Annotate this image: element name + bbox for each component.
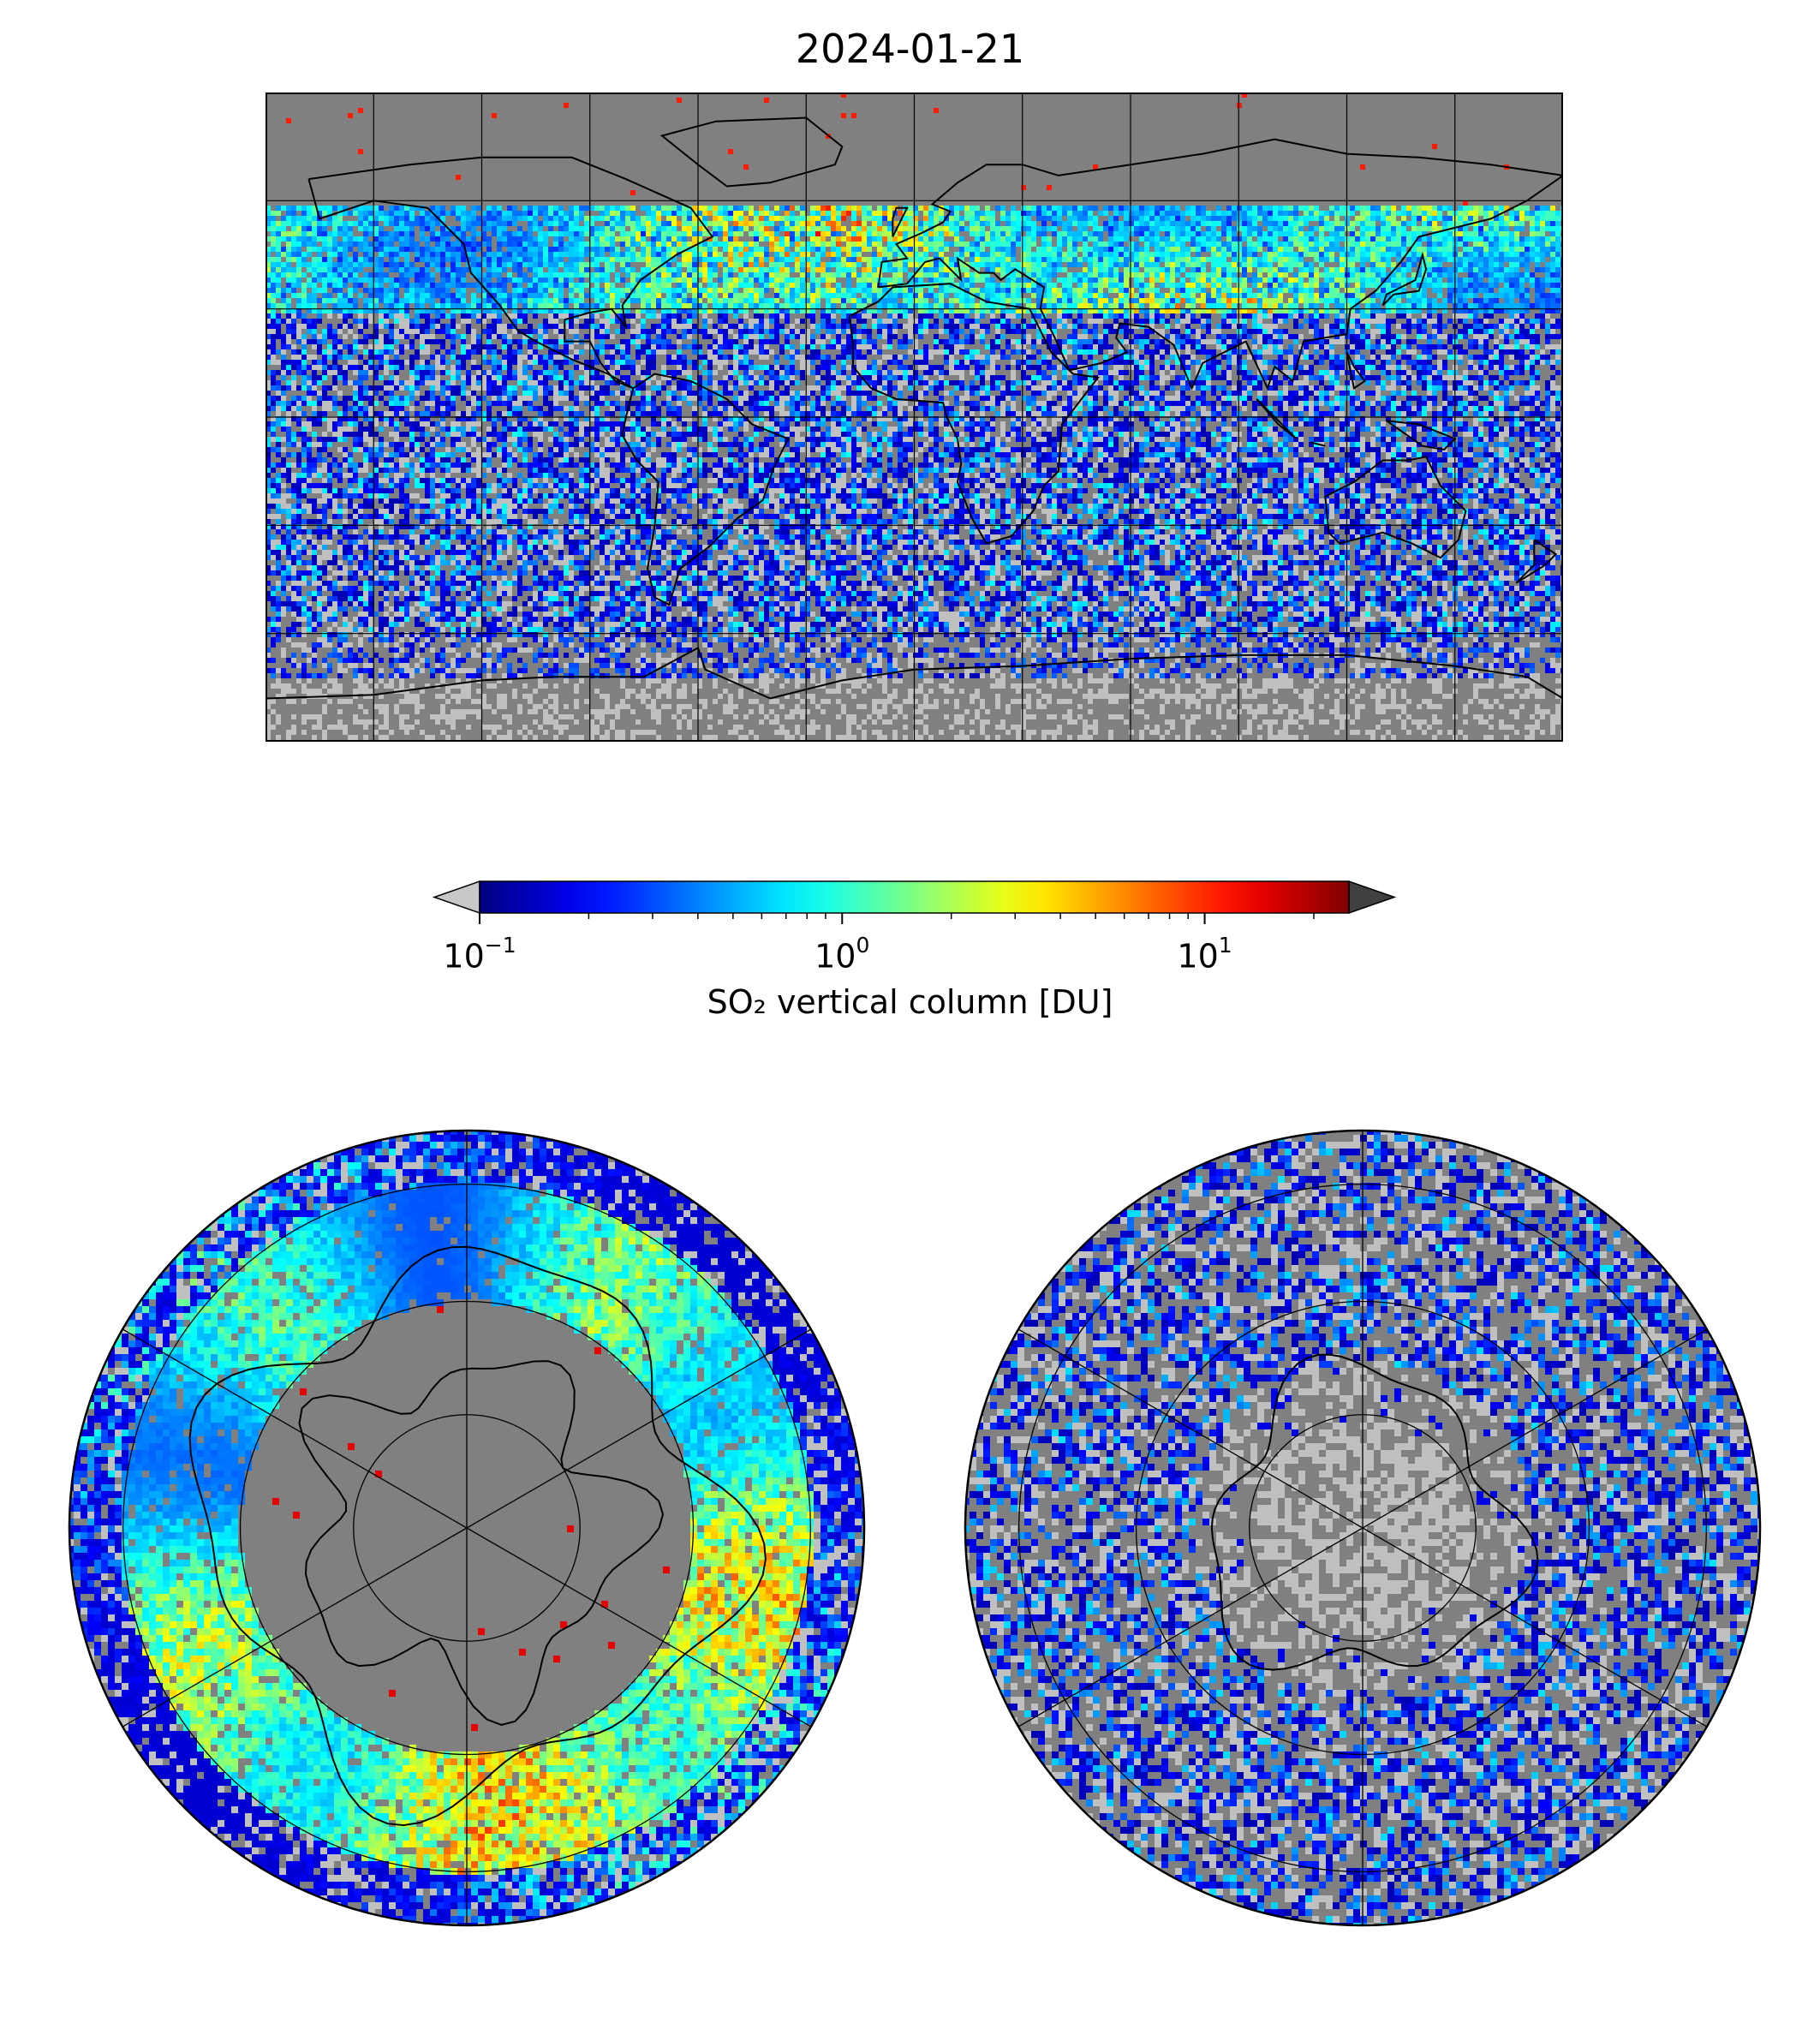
map-frame	[68, 1129, 866, 1927]
map-frame	[266, 92, 1563, 742]
coastlines	[266, 116, 1563, 700]
colorbar-tick-label: 101	[1177, 933, 1232, 976]
gridlines	[104, 1131, 829, 1925]
colorbar-label: SO₂ vertical column [DU]	[0, 983, 1820, 1021]
gridlines	[266, 92, 1563, 742]
north-polar-map	[68, 1129, 866, 1927]
so2-cells	[965, 1131, 1760, 1925]
coastlines	[1210, 1353, 1539, 1671]
colorbar-over-extend	[1348, 880, 1396, 915]
gridlines	[1000, 1131, 1725, 1925]
colorbar	[433, 880, 1396, 924]
coastlines	[188, 1245, 767, 1827]
global-map	[266, 92, 1563, 742]
colorbar-under-extend	[433, 880, 480, 915]
south-polar-map	[964, 1129, 1762, 1927]
map-frame	[964, 1129, 1762, 1927]
so2-cells	[266, 92, 1563, 742]
colorbar-tick-label: 100	[815, 933, 869, 976]
colorbar-gradient	[479, 880, 1350, 914]
so2-cells	[69, 1131, 864, 1925]
colorbar-tick-label: 10−1	[443, 933, 516, 976]
map-title: 2024-01-21	[0, 26, 1820, 72]
